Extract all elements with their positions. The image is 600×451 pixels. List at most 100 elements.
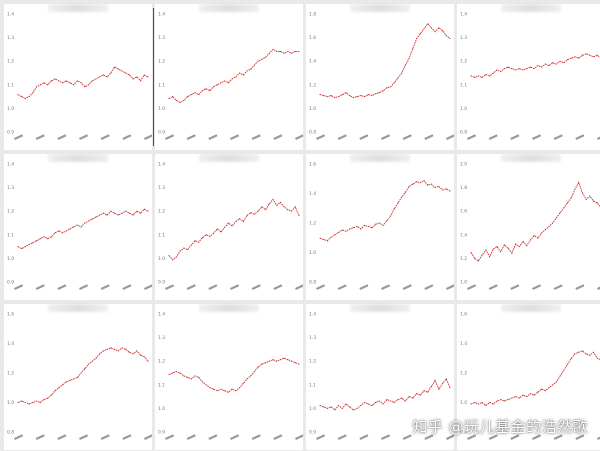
data-point: [559, 212, 561, 214]
data-point: [99, 214, 101, 216]
x-tick-label: [381, 284, 391, 290]
data-point: [194, 375, 196, 377]
data-point: [250, 68, 252, 70]
data-point: [50, 394, 52, 396]
data-point: [349, 95, 351, 97]
y-tick-label: 1.2: [158, 59, 165, 65]
data-point: [378, 92, 380, 94]
data-point: [334, 97, 336, 99]
x-tick-label: [122, 134, 132, 140]
data-point: [356, 407, 358, 409]
y-tick-label: 0.9: [7, 130, 14, 136]
data-point: [143, 74, 145, 76]
data-point: [291, 52, 293, 54]
data-point: [239, 387, 241, 389]
data-point: [54, 232, 56, 234]
y-tick-label: 1.0: [309, 250, 316, 256]
data-point: [326, 240, 328, 242]
blurred-title: [48, 304, 108, 312]
data-point: [330, 406, 332, 408]
data-point: [117, 350, 119, 352]
data-point: [216, 390, 218, 392]
data-point: [231, 225, 233, 227]
x-tick-label: [510, 284, 520, 290]
data-point: [39, 238, 41, 240]
data-point: [574, 353, 576, 355]
y-tick-label: 1.2: [158, 209, 165, 215]
data-point: [356, 225, 358, 228]
line-chart: 1.4 1.3 1.2 1.1 1.0 0.9: [7, 162, 152, 290]
x-tick-label: [532, 284, 542, 290]
x-tick-label: [402, 134, 412, 140]
y-tick-label: 1.0: [158, 406, 165, 412]
data-point: [430, 27, 432, 29]
x-tick-label: [144, 134, 152, 140]
data-point: [537, 65, 539, 67]
data-point: [507, 66, 509, 68]
data-point: [470, 403, 472, 405]
line-chart: 1.4 1.3 1.2 1.1 1.0 0.9: [158, 312, 303, 440]
data-point: [323, 95, 325, 97]
data-point: [239, 218, 241, 220]
x-tick-label: [532, 434, 542, 440]
data-point: [419, 33, 421, 35]
data-point: [54, 78, 56, 80]
data-point: [522, 394, 524, 396]
y-tick-label: 1.4: [158, 162, 165, 168]
blurred-title: [501, 304, 561, 312]
x-tick-label: [488, 284, 498, 290]
data-point: [330, 236, 332, 238]
data-point: [175, 370, 177, 373]
data-point: [341, 229, 343, 231]
data-point: [515, 69, 517, 71]
data-point: [99, 76, 101, 78]
data-point: [175, 99, 177, 102]
data-point: [404, 64, 406, 66]
data-point: [216, 228, 218, 230]
x-tick-label: [466, 434, 477, 440]
x-tick-label: [381, 434, 391, 440]
data-point: [334, 409, 336, 411]
data-point: [345, 403, 347, 405]
data-point: [548, 225, 550, 227]
data-point: [537, 391, 539, 393]
data-point: [563, 62, 565, 64]
data-point: [143, 356, 145, 358]
data-point: [69, 82, 71, 84]
series-line: [168, 357, 300, 393]
data-point: [548, 65, 550, 67]
x-tick-label: [78, 434, 89, 440]
data-point: [125, 210, 127, 212]
line-chart: 1.8 1.6 1.4 1.2 1.0 0.8: [309, 12, 454, 140]
data-point: [585, 53, 587, 55]
x-tick-label: [575, 134, 585, 140]
data-point: [489, 401, 491, 404]
data-point: [253, 213, 255, 215]
data-point: [140, 212, 142, 214]
data-point: [279, 50, 281, 52]
data-point: [132, 353, 134, 355]
data-point: [449, 38, 451, 40]
y-tick-label: 1.3: [460, 35, 467, 41]
data-point: [47, 84, 49, 86]
x-tick-label: [597, 284, 600, 290]
data-point: [198, 241, 200, 243]
data-point: [91, 80, 93, 82]
data-point: [91, 360, 93, 362]
chart-panel: 1.4 1.3 1.2 1.1 1.0 0.9: [155, 4, 303, 150]
data-point: [401, 196, 403, 198]
x-tick-label: [337, 134, 347, 140]
data-point: [102, 74, 104, 76]
x-tick-label: [208, 434, 218, 440]
data-point: [201, 237, 203, 239]
data-point: [246, 378, 248, 380]
data-point: [349, 406, 351, 408]
data-point: [360, 404, 362, 407]
data-point: [298, 50, 300, 52]
data-point: [28, 403, 30, 405]
data-point: [73, 84, 75, 86]
x-tick-label: [186, 434, 196, 440]
y-tick-label: 1.6: [460, 209, 467, 215]
data-point: [114, 66, 116, 68]
data-point: [378, 400, 380, 402]
